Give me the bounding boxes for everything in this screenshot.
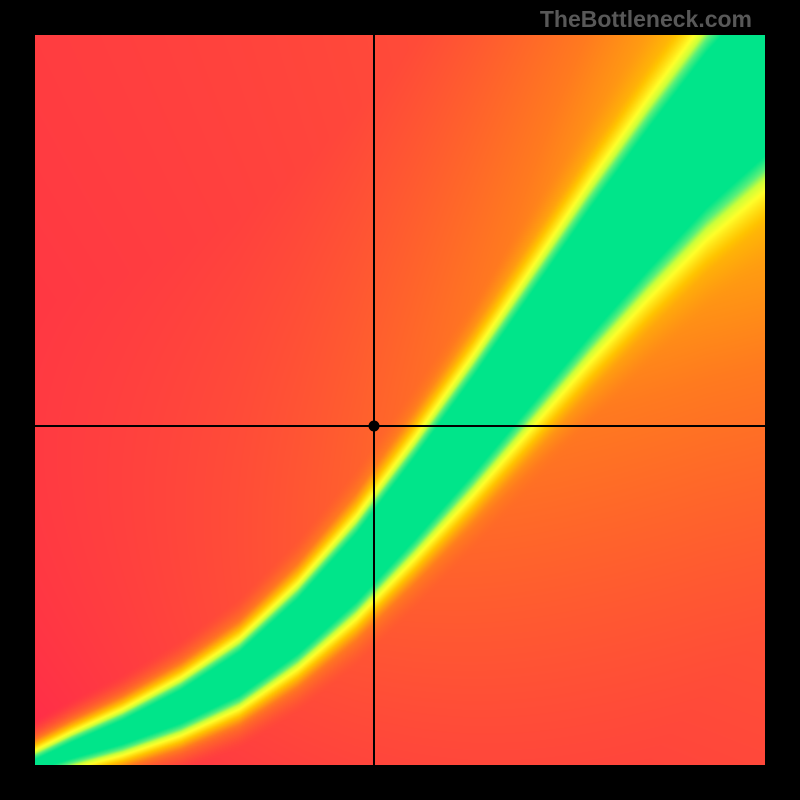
watermark-text: TheBottleneck.com <box>540 6 752 33</box>
heatmap-canvas <box>35 35 765 765</box>
crosshair-marker <box>369 420 380 431</box>
crosshair-vertical <box>373 35 375 765</box>
chart-container: TheBottleneck.com <box>0 0 800 800</box>
crosshair-horizontal <box>35 425 765 427</box>
